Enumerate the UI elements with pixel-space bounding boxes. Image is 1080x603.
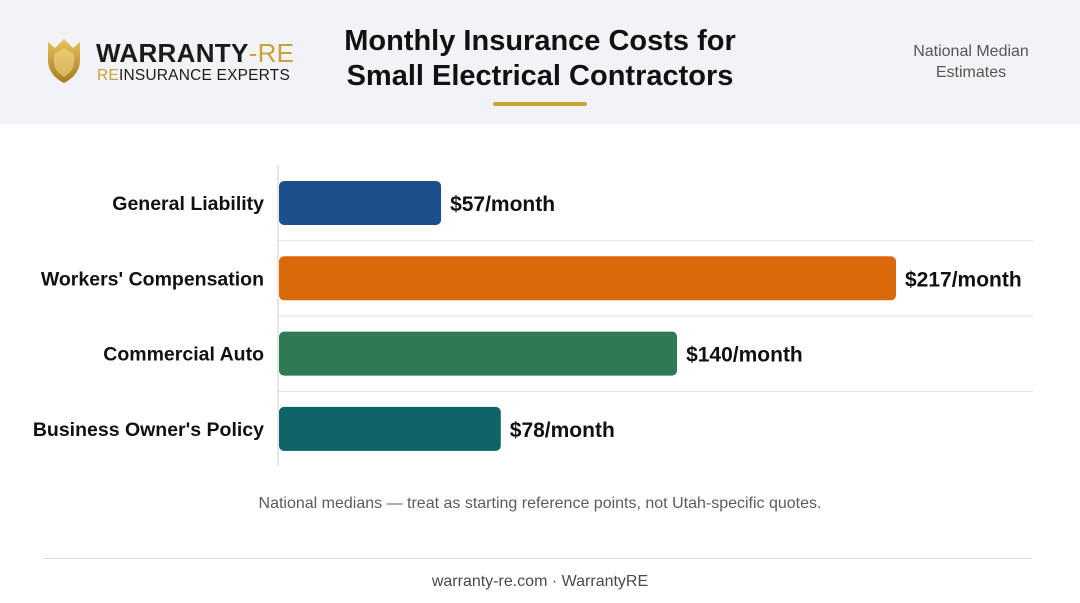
bar (279, 181, 442, 225)
brand-logo: WARRANTY-RE REINSURANCE EXPERTS (44, 36, 294, 88)
category-label: Commercial Auto (103, 344, 264, 366)
bar-chart: General Liability $57/month Workers' Compe… (33, 165, 1033, 466)
bar (279, 331, 678, 376)
header: WARRANTY-RE REINSURANCE EXPERTS Monthly … (0, 0, 1080, 124)
data-label: $217/month (905, 268, 1022, 291)
chart-title-line-1: Monthly Insurance Costs for (344, 25, 736, 57)
footer-text: warranty-re.com · WarrantyRE (431, 573, 649, 590)
brand-name: WARRANTY-RE (96, 38, 295, 68)
data-label: $140/month (686, 344, 803, 367)
title-underline (493, 102, 587, 106)
chart-note: National medians — treat as starting ref… (258, 495, 822, 512)
footer-divider (44, 558, 1032, 559)
shield-crown-icon (48, 39, 80, 83)
bar (279, 256, 896, 301)
category-label: Business Owner's Policy (33, 419, 264, 441)
brand-tagline: REINSURANCE EXPERTS (97, 67, 291, 84)
chart-title: Monthly Insurance Costs for Small Electr… (290, 24, 790, 94)
estimate-badge: National Median Estimates (900, 41, 1042, 83)
category-label: Workers' Compensation (41, 268, 264, 290)
data-label: $57/month (450, 193, 555, 216)
estimate-badge-line-1: National Median (913, 43, 1029, 60)
data-label: $78/month (510, 419, 615, 442)
chart-title-line-2: Small Electrical Contractors (346, 60, 734, 92)
bar (279, 406, 501, 451)
estimate-badge-line-2: Estimates (935, 64, 1007, 81)
category-label: General Liability (112, 193, 264, 215)
